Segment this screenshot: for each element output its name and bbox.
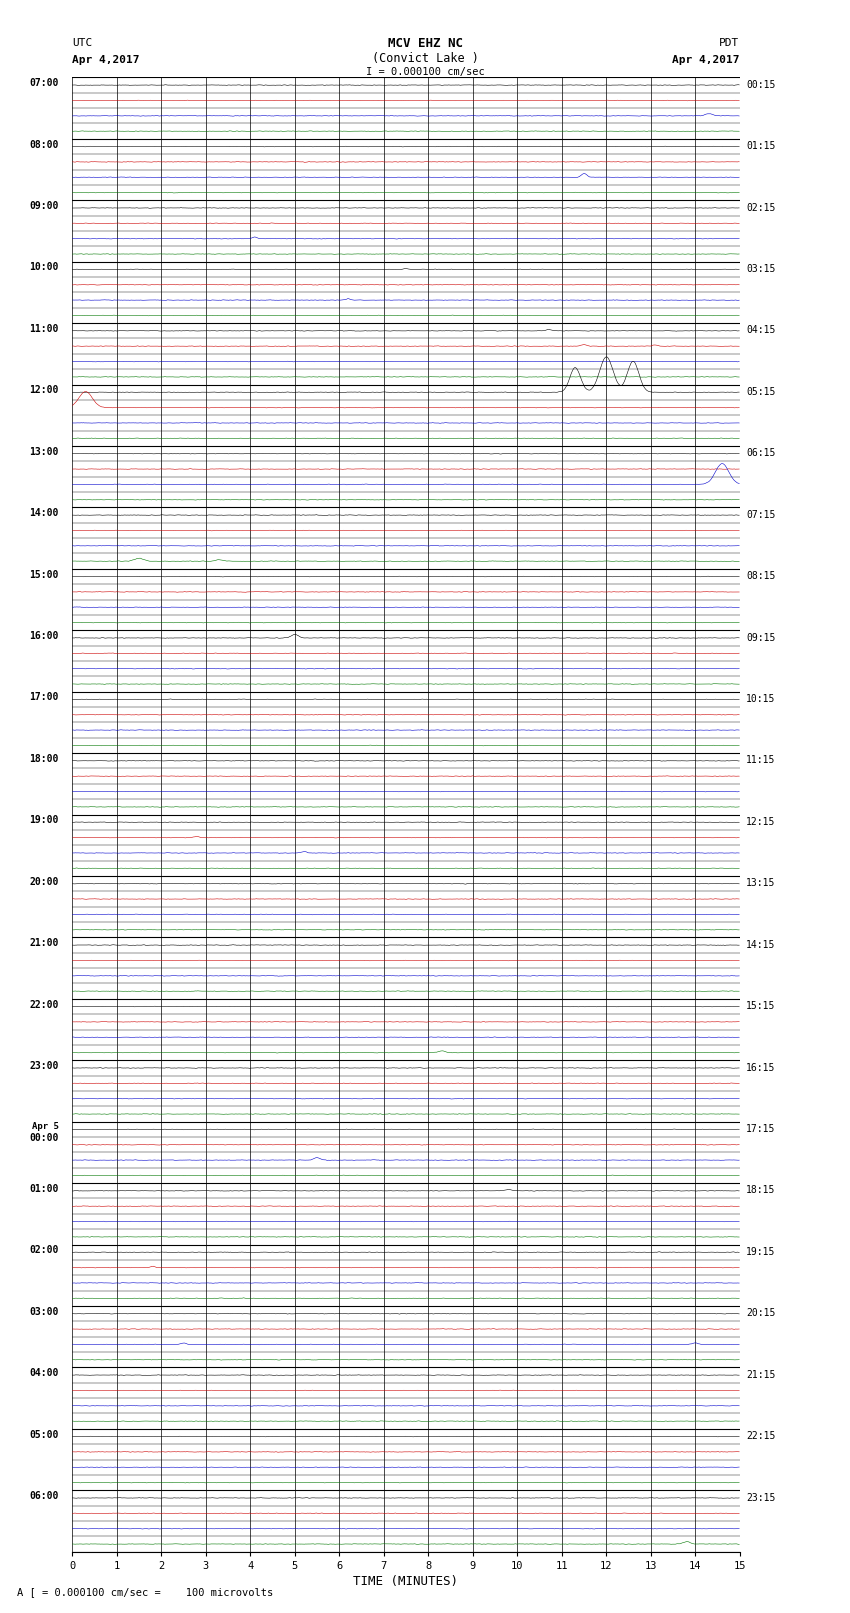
Text: 05:00: 05:00 [30, 1429, 59, 1440]
Text: 09:00: 09:00 [30, 202, 59, 211]
Text: 19:00: 19:00 [30, 815, 59, 826]
Text: 17:00: 17:00 [30, 692, 59, 703]
Text: 23:00: 23:00 [30, 1061, 59, 1071]
Text: 10:15: 10:15 [746, 694, 775, 703]
Text: 07:15: 07:15 [746, 510, 775, 519]
Text: 14:15: 14:15 [746, 940, 775, 950]
Text: 14:00: 14:00 [30, 508, 59, 518]
Text: 06:15: 06:15 [746, 448, 775, 458]
Text: 20:15: 20:15 [746, 1308, 775, 1318]
Text: 02:00: 02:00 [30, 1245, 59, 1255]
Text: 11:00: 11:00 [30, 324, 59, 334]
Text: 04:00: 04:00 [30, 1368, 59, 1378]
Text: 10:00: 10:00 [30, 263, 59, 273]
Text: 16:15: 16:15 [746, 1063, 775, 1073]
Text: UTC: UTC [72, 39, 93, 48]
Text: MCV EHZ NC: MCV EHZ NC [388, 37, 462, 50]
Text: PDT: PDT [719, 39, 740, 48]
Text: 18:00: 18:00 [30, 753, 59, 765]
Text: 05:15: 05:15 [746, 387, 775, 397]
Text: 22:15: 22:15 [746, 1431, 775, 1440]
Text: Apr 4,2017: Apr 4,2017 [72, 55, 139, 65]
Text: 08:15: 08:15 [746, 571, 775, 581]
Text: 21:15: 21:15 [746, 1369, 775, 1379]
X-axis label: TIME (MINUTES): TIME (MINUTES) [354, 1574, 458, 1587]
Text: 18:15: 18:15 [746, 1186, 775, 1195]
Text: 22:00: 22:00 [30, 1000, 59, 1010]
Text: 12:15: 12:15 [746, 816, 775, 827]
Text: A [ = 0.000100 cm/sec =    100 microvolts: A [ = 0.000100 cm/sec = 100 microvolts [17, 1587, 273, 1597]
Text: 12:00: 12:00 [30, 386, 59, 395]
Text: 02:15: 02:15 [746, 203, 775, 213]
Text: 11:15: 11:15 [746, 755, 775, 766]
Text: 13:00: 13:00 [30, 447, 59, 456]
Text: 08:00: 08:00 [30, 140, 59, 150]
Text: 01:15: 01:15 [746, 142, 775, 152]
Text: 09:15: 09:15 [746, 632, 775, 642]
Text: 15:15: 15:15 [746, 1002, 775, 1011]
Text: 07:00: 07:00 [30, 77, 59, 89]
Text: (Convict Lake ): (Convict Lake ) [371, 52, 479, 65]
Text: 16:00: 16:00 [30, 631, 59, 640]
Text: 01:00: 01:00 [30, 1184, 59, 1194]
Text: 03:15: 03:15 [746, 265, 775, 274]
Text: 04:15: 04:15 [746, 326, 775, 336]
Text: 20:00: 20:00 [30, 877, 59, 887]
Text: Apr 4,2017: Apr 4,2017 [672, 55, 740, 65]
Text: 21:00: 21:00 [30, 939, 59, 948]
Text: 15:00: 15:00 [30, 569, 59, 579]
Text: 13:15: 13:15 [746, 879, 775, 889]
Text: I = 0.000100 cm/sec: I = 0.000100 cm/sec [366, 68, 484, 77]
Text: Apr 5: Apr 5 [32, 1123, 59, 1131]
Text: 00:15: 00:15 [746, 79, 775, 90]
Text: 23:15: 23:15 [746, 1492, 775, 1503]
Text: 03:00: 03:00 [30, 1307, 59, 1316]
Text: 06:00: 06:00 [30, 1490, 59, 1502]
Text: 00:00: 00:00 [30, 1134, 59, 1144]
Text: 17:15: 17:15 [746, 1124, 775, 1134]
Text: 19:15: 19:15 [746, 1247, 775, 1257]
